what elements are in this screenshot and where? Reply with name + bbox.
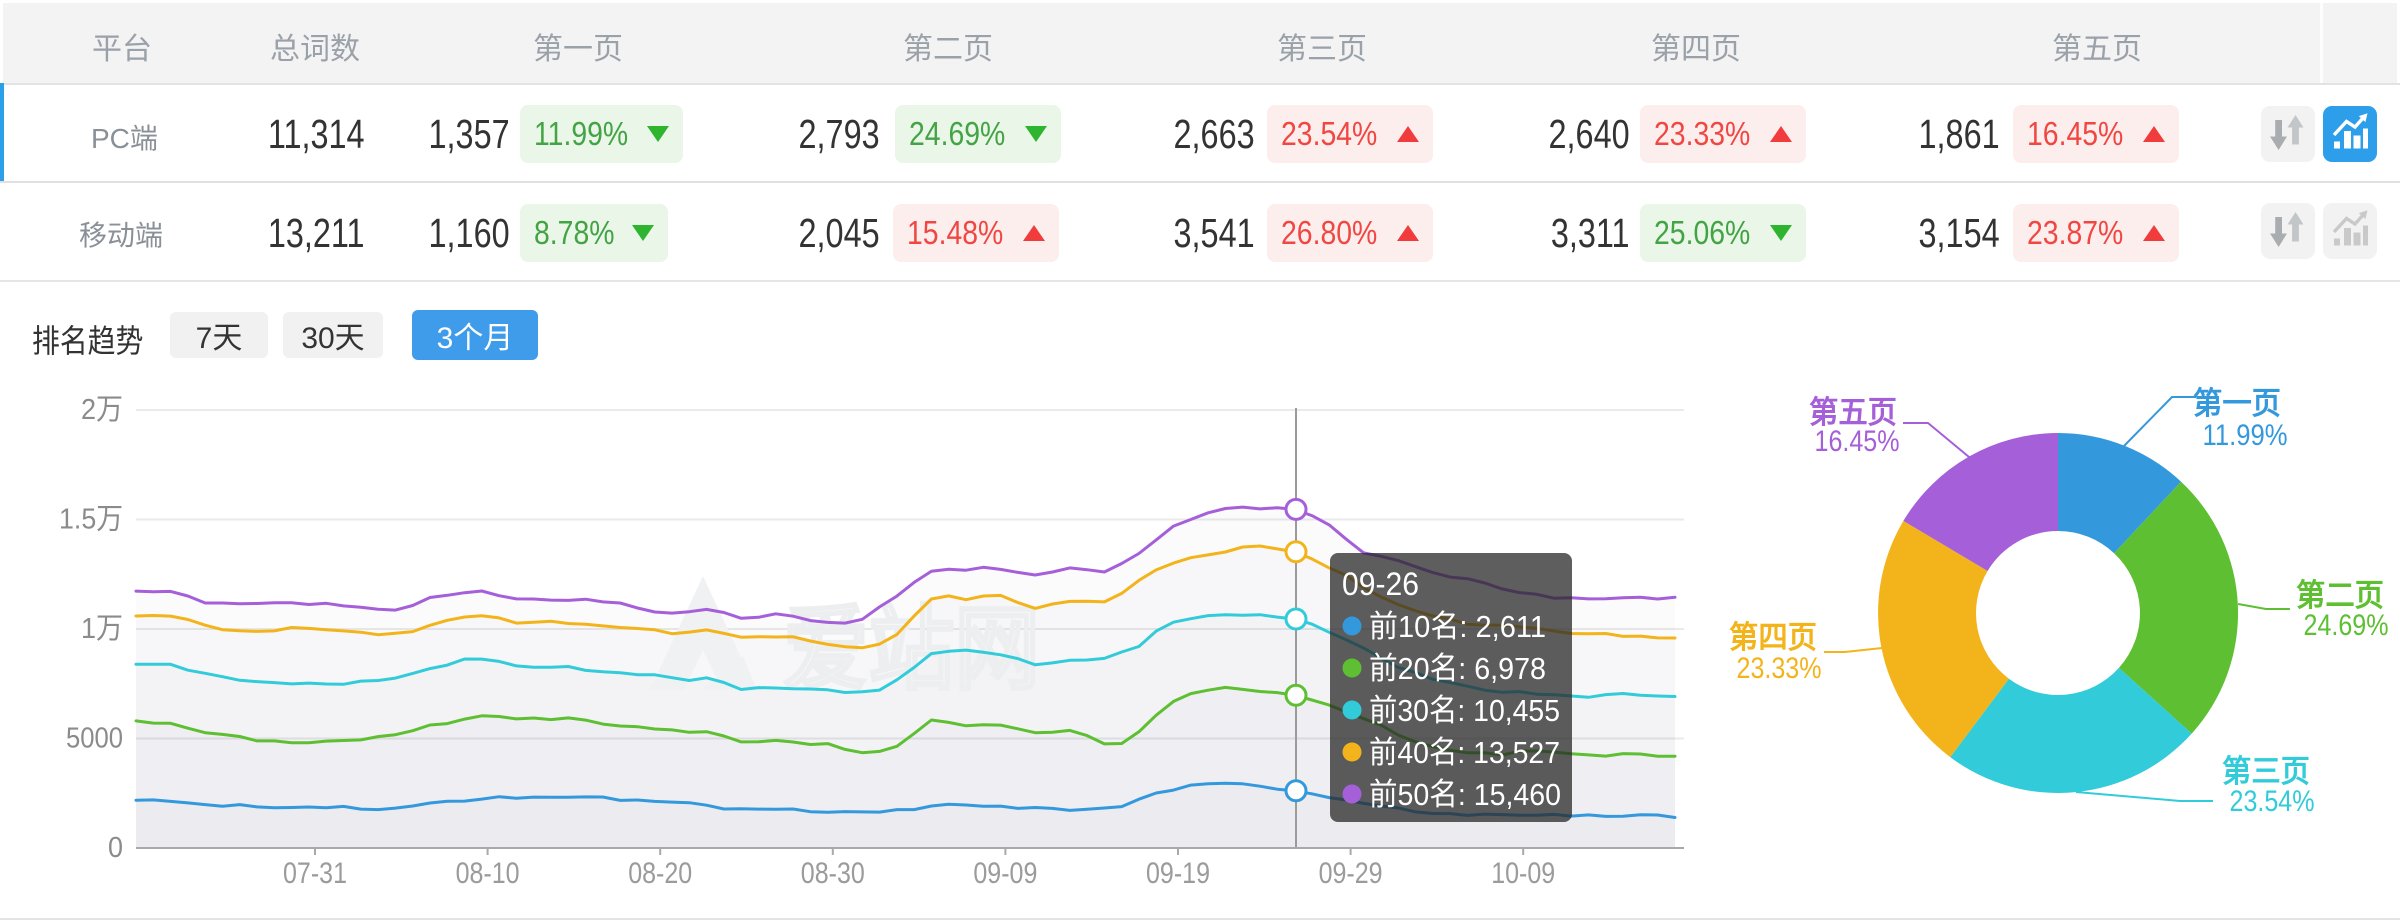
svg-text:2万: 2万 (81, 394, 123, 426)
svg-text:1.5万: 1.5万 (59, 504, 123, 536)
svg-text:11.99%: 11.99% (2203, 419, 2288, 452)
svg-text:前10名: 2,611: 前10名: 2,611 (1369, 609, 1546, 644)
svg-text:08-30: 08-30 (801, 857, 865, 890)
svg-text:1万: 1万 (81, 613, 123, 645)
svg-text:前20名: 6,978: 前20名: 6,978 (1369, 651, 1546, 686)
svg-text:前50名: 15,460: 前50名: 15,460 (1369, 777, 1561, 812)
svg-text:23.54%: 23.54% (2230, 785, 2315, 818)
svg-text:第四页: 第四页 (1729, 620, 1817, 655)
svg-text:07-31: 07-31 (283, 857, 347, 890)
svg-text:爱站网: 爱站网 (783, 599, 1040, 701)
svg-text:08-20: 08-20 (628, 857, 692, 890)
svg-text:5000: 5000 (66, 723, 123, 755)
svg-text:08-10: 08-10 (456, 857, 520, 890)
svg-text:第二页: 第二页 (2296, 578, 2384, 613)
svg-text:第一页: 第一页 (2193, 386, 2281, 421)
svg-text:前30名: 10,455: 前30名: 10,455 (1369, 693, 1560, 728)
svg-text:前40名: 13,527: 前40名: 13,527 (1369, 735, 1560, 770)
svg-text:09-19: 09-19 (1146, 857, 1210, 890)
svg-text:0: 0 (108, 832, 123, 864)
svg-text:23.33%: 23.33% (1737, 652, 1822, 685)
svg-text:24.69%: 24.69% (2304, 609, 2389, 642)
svg-text:09-29: 09-29 (1319, 857, 1383, 890)
svg-text:10-09: 10-09 (1491, 857, 1555, 890)
svg-text:第五页: 第五页 (1809, 395, 1897, 430)
svg-text:09-26: 09-26 (1342, 566, 1419, 602)
svg-text:第三页: 第三页 (2222, 754, 2310, 789)
svg-text:09-09: 09-09 (973, 857, 1037, 890)
svg-text:16.45%: 16.45% (1815, 425, 1900, 458)
